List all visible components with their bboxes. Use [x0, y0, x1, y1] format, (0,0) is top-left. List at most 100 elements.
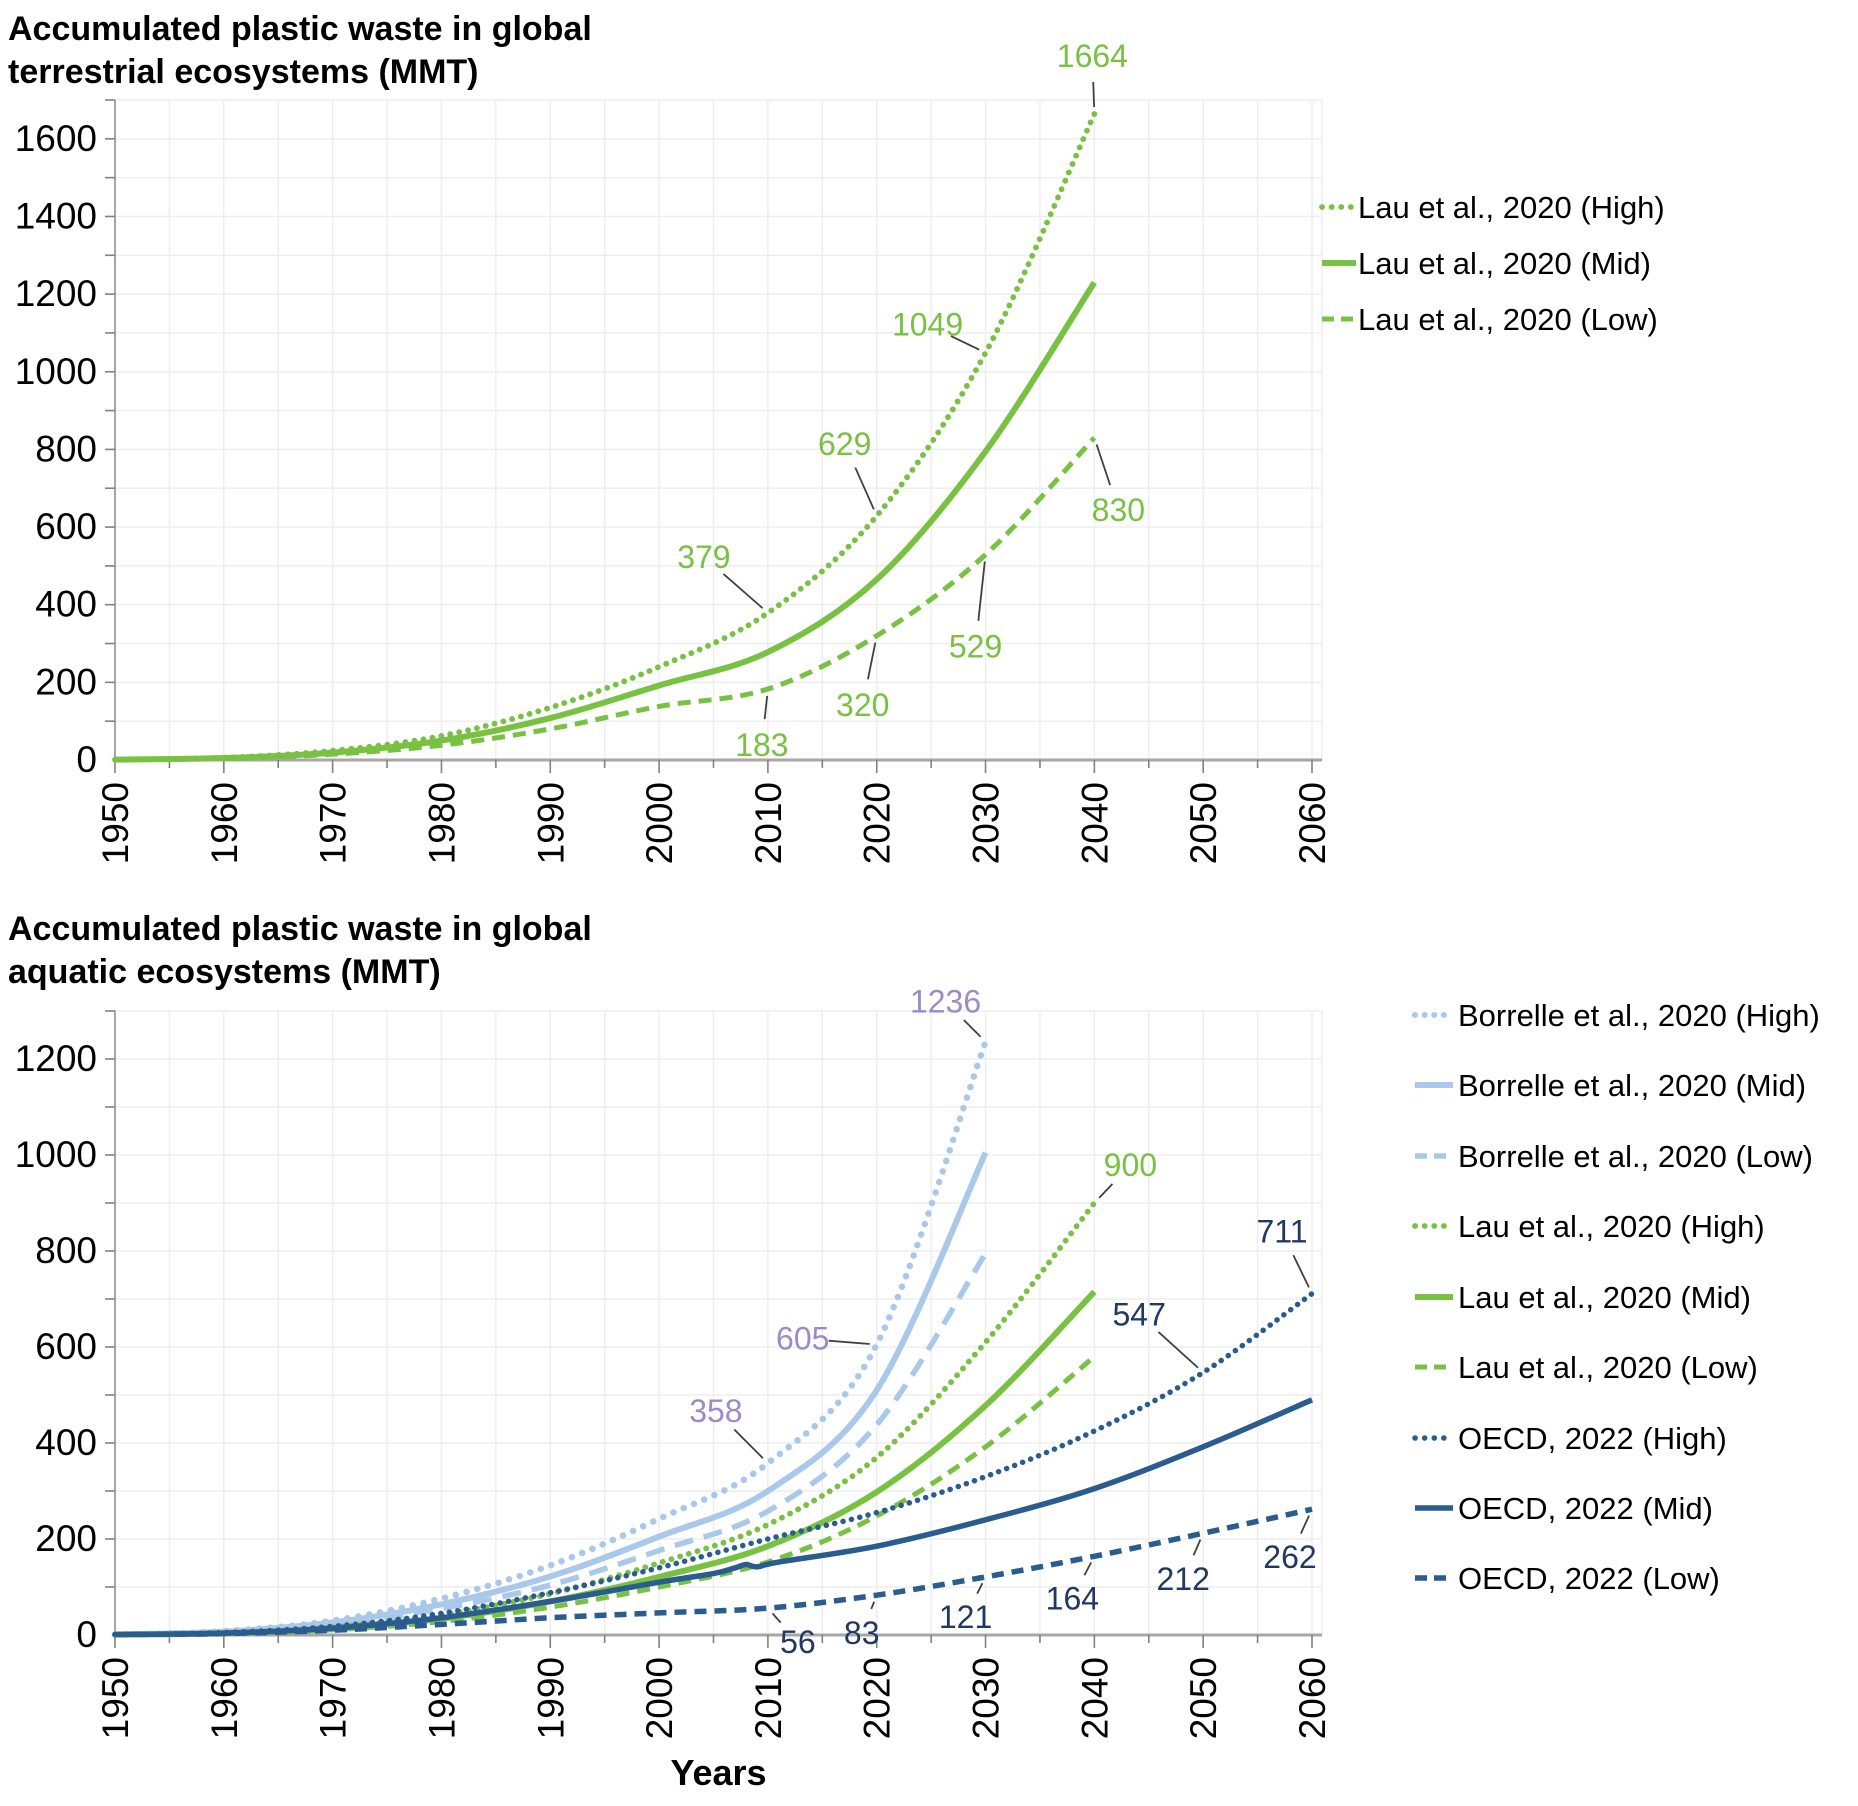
- aquatic-title-line2: aquatic ecosystems (MMT): [8, 953, 441, 991]
- leader-line-629: [854, 467, 875, 510]
- leader-line-262: [1300, 1515, 1310, 1534]
- leader-line-358: [733, 1428, 764, 1459]
- leader-line-379: [722, 573, 764, 609]
- data-label-830: 830: [1092, 492, 1145, 528]
- terrestrial-x-tick-2020: 2020: [857, 782, 898, 864]
- leader-line-547: [1157, 1331, 1199, 1369]
- legend-label-lau-et-al-2020-low: Lau et al., 2020 (Low): [1358, 302, 1658, 337]
- aquatic-x-tick-1970: 1970: [313, 1657, 354, 1739]
- terrestrial-x-tick-labels: 1950 1960 1970 1980 1990 2000 2010 2020 2030 2040…: [95, 782, 1333, 864]
- data-label-1049: 1049: [892, 307, 963, 343]
- data-label-164: 164: [1046, 1580, 1099, 1616]
- terrestrial-y-tick-1000: 1000: [15, 351, 97, 392]
- legend-item-oecd-2022-low: OECD, 2022 (Low): [1415, 1561, 1720, 1596]
- data-label-1664: 1664: [1057, 38, 1128, 74]
- data-label-379: 379: [677, 539, 730, 575]
- leader-line-320: [867, 642, 877, 680]
- legend-label-lau-et-al-2020-mid: Lau et al., 2020 (Mid): [1358, 246, 1651, 281]
- terrestrial-legend: Lau et al., 2020 (High) Lau et al., 2020 …: [1319, 190, 1665, 337]
- terrestrial-x-tick-1960: 1960: [204, 782, 245, 864]
- legend-item-lau-et-al-2020-low: Lau et al., 2020 (Low): [1415, 1350, 1758, 1385]
- leader-line-1049: [950, 335, 980, 351]
- legend-label-borrelle-et-al-2020-high: Borrelle et al., 2020 (High): [1458, 998, 1820, 1033]
- legend-label-borrelle-et-al-2020-low: Borrelle et al., 2020 (Low): [1458, 1139, 1813, 1174]
- data-label-83: 83: [844, 1615, 880, 1651]
- terrestrial-y-tick-1200: 1200: [15, 273, 97, 314]
- aquatic-x-tick-2030: 2030: [966, 1657, 1007, 1739]
- aquatic-chart-title: Accumulated plastic waste in global aqua…: [8, 908, 592, 994]
- leader-line-830: [1095, 444, 1111, 486]
- terrestrial-x-tick-2060: 2060: [1292, 782, 1333, 864]
- terrestrial-x-tick-1970: 1970: [313, 782, 354, 864]
- data-label-605: 605: [776, 1321, 829, 1357]
- aquatic-legend: Borrelle et al., 2020 (High) Borrelle et …: [1412, 998, 1820, 1596]
- terrestrial-chart-title: Accumulated plastic waste in global terr…: [8, 8, 592, 94]
- aquatic-y-tick-labels: 0 200 400 600 800 1000 1200: [15, 1038, 97, 1655]
- data-label-212: 212: [1156, 1561, 1209, 1597]
- data-label-629: 629: [818, 426, 871, 462]
- legend-item-oecd-2022-mid: OECD, 2022 (Mid): [1415, 1491, 1713, 1526]
- leader-line-1664: [1092, 81, 1096, 108]
- legend-label-lau-et-al-2020-low: Lau et al., 2020 (Low): [1458, 1350, 1758, 1385]
- aquatic-y-tick-600: 600: [35, 1326, 97, 1367]
- legend-item-lau-et-al-2020-high: Lau et al., 2020 (High): [1412, 1209, 1765, 1244]
- aquatic-x-tick-2040: 2040: [1074, 1657, 1115, 1739]
- data-label-56: 56: [780, 1624, 816, 1660]
- terrestrial-series: [112, 111, 1098, 763]
- terrestrial-title-line2: terrestrial ecosystems (MMT): [8, 53, 479, 91]
- legend-item-oecd-2022-high: OECD, 2022 (High): [1412, 1421, 1727, 1456]
- terrestrial-data-labels: 1664 1049 629 379 183 320 529 830: [677, 38, 1145, 763]
- leader-line-529: [977, 561, 986, 621]
- legend-label-oecd-2022-low: OECD, 2022 (Low): [1458, 1561, 1720, 1596]
- terrestrial-y-tick-800: 800: [35, 428, 97, 469]
- terrestrial-y-tick-400: 400: [35, 584, 97, 625]
- aquatic-y-tick-0: 0: [76, 1614, 97, 1655]
- terrestrial-y-tick-1600: 1600: [15, 118, 97, 159]
- data-label-711: 711: [1256, 1214, 1307, 1250]
- data-label-547: 547: [1112, 1296, 1165, 1332]
- aquatic-x-tick-1950: 1950: [95, 1657, 136, 1739]
- aquatic-y-tick-1200: 1200: [15, 1038, 97, 1079]
- terrestrial-y-tick-1400: 1400: [15, 195, 97, 236]
- data-label-529: 529: [949, 629, 1002, 665]
- terrestrial-x-tick-2030: 2030: [966, 782, 1007, 864]
- legend-item-lau-et-al-2020-low: Lau et al., 2020 (Low): [1322, 302, 1658, 337]
- legend-item-lau-et-al-2020-mid: Lau et al., 2020 (Mid): [1322, 246, 1651, 281]
- terrestrial-y-tick-200: 200: [35, 661, 97, 702]
- terrestrial-x-tick-2050: 2050: [1183, 782, 1224, 864]
- legend-label-lau-et-al-2020-high: Lau et al., 2020 (High): [1358, 190, 1665, 225]
- data-label-320: 320: [836, 687, 889, 723]
- aquatic-x-tick-1990: 1990: [530, 1657, 571, 1739]
- legend-label-oecd-2022-high: OECD, 2022 (High): [1458, 1421, 1727, 1456]
- leader-line-183: [763, 695, 769, 720]
- legend-item-lau-et-al-2020-high: Lau et al., 2020 (High): [1319, 190, 1665, 225]
- series-oecd-2022-mid: [114, 1397, 1314, 1638]
- aquatic-chart: 0 200 400 600 800 1000 1200 1950 1960 1970 1980 199…: [15, 984, 1820, 1740]
- aquatic-x-tick-2010: 2010: [748, 1657, 789, 1739]
- data-label-900: 900: [1104, 1147, 1157, 1183]
- legend-label-borrelle-et-al-2020-mid: Borrelle et al., 2020 (Mid): [1458, 1068, 1806, 1103]
- data-label-358: 358: [689, 1393, 742, 1429]
- aquatic-y-tick-1000: 1000: [15, 1134, 97, 1175]
- data-label-1236: 1236: [910, 984, 981, 1020]
- aquatic-x-tick-1980: 1980: [421, 1657, 462, 1739]
- legend-label-lau-et-al-2020-high: Lau et al., 2020 (High): [1458, 1209, 1765, 1244]
- aquatic-x-tick-2000: 2000: [639, 1657, 680, 1739]
- legend-item-borrelle-et-al-2020-high: Borrelle et al., 2020 (High): [1412, 998, 1820, 1033]
- terrestrial-y-tick-0: 0: [76, 739, 97, 780]
- aquatic-title-line1: Accumulated plastic waste in global: [8, 910, 592, 948]
- series-oecd-2022-low: [114, 1506, 1313, 1638]
- aquatic-x-tick-2060: 2060: [1292, 1657, 1333, 1739]
- aquatic-series: [111, 1038, 1315, 1638]
- terrestrial-x-tick-1990: 1990: [530, 782, 571, 864]
- aquatic-ticks: [105, 1010, 1313, 1648]
- terrestrial-x-tick-1950: 1950: [95, 782, 136, 864]
- aquatic-y-tick-800: 800: [35, 1230, 97, 1271]
- leader-line-56: [771, 1612, 782, 1624]
- legend-item-borrelle-et-al-2020-mid: Borrelle et al., 2020 (Mid): [1415, 1068, 1806, 1103]
- legend-label-oecd-2022-mid: OECD, 2022 (Mid): [1458, 1491, 1713, 1526]
- leader-line-900: [1098, 1183, 1114, 1199]
- leader-line-711: [1292, 1254, 1310, 1288]
- aquatic-y-tick-400: 400: [35, 1422, 97, 1463]
